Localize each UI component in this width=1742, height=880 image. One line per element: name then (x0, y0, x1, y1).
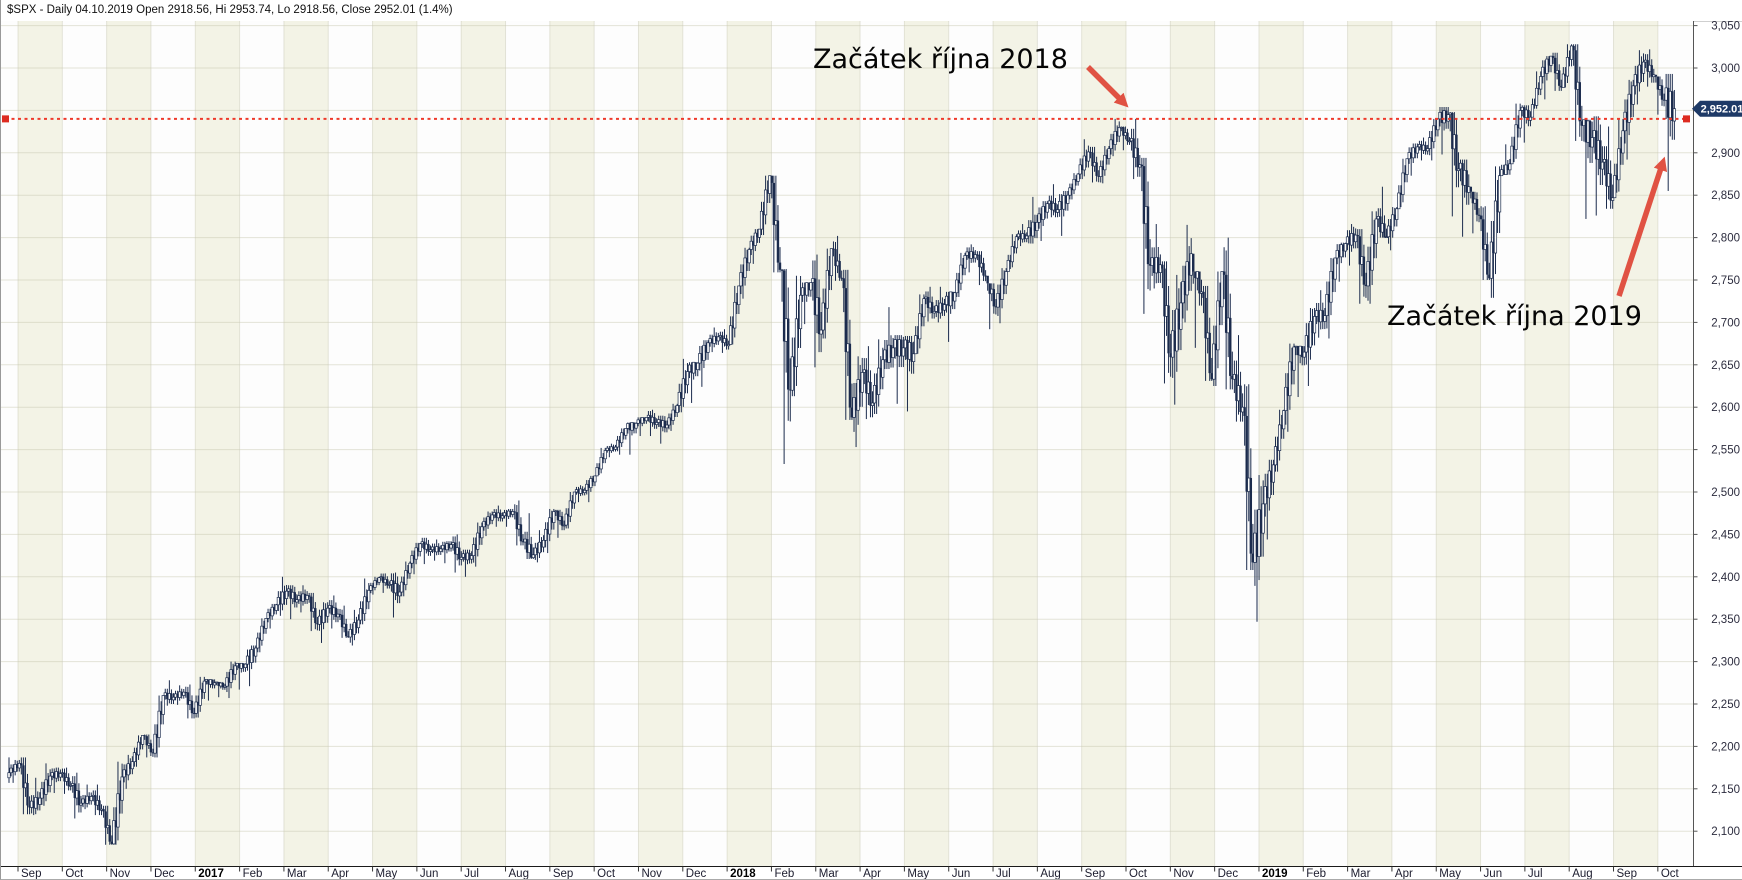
x-axis-label: Nov (1173, 868, 1194, 880)
y-axis-label: 2,400 (1711, 572, 1740, 584)
x-axis-label: 2017 (198, 868, 224, 880)
y-axis-label: 2,450 (1711, 529, 1740, 541)
x-axis-label: Sep (1085, 868, 1105, 880)
reference-line-start-marker (2, 115, 9, 123)
y-axis-label: 2,100 (1711, 826, 1740, 838)
x-axis-label: Aug (509, 868, 529, 880)
gridlines (1, 21, 1694, 866)
y-axis-label: 2,150 (1711, 784, 1740, 796)
arrow-to-oct-2018-peak (1086, 65, 1129, 108)
x-axis-label: Oct (65, 868, 84, 880)
x-axis-label: May (907, 868, 929, 880)
x-axis-labels: Sep Oct Nov Dec 2017 Feb Mar Apr May Jun Jul Aug Sep… (17, 866, 1680, 880)
x-axis-label: Feb (243, 868, 263, 880)
x-axis-label: Jul (464, 868, 479, 880)
x-axis-label: 2018 (730, 868, 756, 880)
x-axis-label: Oct (597, 868, 616, 880)
y-axis-label: 2,200 (1711, 741, 1740, 753)
annotation-oct-2019: Začátek října 2019 (1387, 301, 1642, 332)
x-axis-label: Feb (1306, 868, 1326, 880)
y-axis-label: 2,600 (1711, 402, 1740, 414)
y-axis-label: 2,550 (1711, 445, 1740, 457)
y-axis-label: 2,650 (1711, 360, 1740, 372)
y-axis-label: 2,350 (1711, 614, 1740, 626)
y-axis-label: 2,800 (1711, 233, 1740, 245)
last-price-tag: 2,952.01 (1692, 100, 1742, 117)
candlesticks (7, 44, 1676, 845)
x-axis-label: Jun (952, 868, 971, 880)
y-axis-label: 3,000 (1711, 63, 1740, 75)
background-stripes (1, 21, 1694, 867)
x-axis-label: Jun (420, 868, 439, 880)
x-axis-label: Aug (1040, 868, 1060, 880)
y-axis-label: 2,700 (1711, 317, 1740, 329)
x-axis-label: Apr (1395, 868, 1413, 880)
x-axis-label: 2019 (1262, 868, 1288, 880)
x-axis-label: Mar (1351, 868, 1371, 880)
x-axis-label: Mar (819, 868, 839, 880)
y-axis-label: 2,300 (1711, 657, 1740, 669)
x-axis-label: May (1439, 868, 1461, 880)
x-axis-label: Sep (1617, 868, 1637, 880)
x-axis-label: Sep (553, 868, 573, 880)
reference-line-end-marker (1683, 115, 1690, 123)
y-axis-label: 2,900 (1711, 148, 1740, 160)
x-axis-label: Apr (863, 868, 881, 880)
y-axis-label: 3,050 (1711, 21, 1740, 33)
x-axis-label: Dec (686, 868, 707, 880)
x-axis-label: Dec (154, 868, 175, 880)
x-axis-label: Nov (641, 868, 662, 880)
x-axis-label: Oct (1129, 868, 1148, 880)
arrow-to-oct-2019-candle (1616, 156, 1668, 297)
x-axis-label: May (376, 868, 398, 880)
annotation-oct-2018: Začátek října 2018 (813, 44, 1068, 75)
x-axis-label: Dec (1218, 868, 1239, 880)
x-axis-label: Nov (110, 868, 131, 880)
x-axis-label: Sep (21, 868, 41, 880)
x-axis-label: Aug (1572, 868, 1592, 880)
y-axis-label: 2,250 (1711, 699, 1740, 711)
y-axis-label: 2,500 (1711, 487, 1740, 499)
x-axis-label: Mar (287, 868, 307, 880)
x-axis-label: Apr (331, 868, 349, 880)
x-axis-label: Jul (996, 868, 1011, 880)
chart-title: $SPX - Daily 04.10.2019 Open 2918.56, Hi… (7, 4, 453, 16)
y-axis-labels: 3,0503,0002,9502,9002,8502,8002,7502,700… (1693, 21, 1740, 838)
x-axis-label: Oct (1661, 868, 1680, 880)
y-axis-label: 2,750 (1711, 275, 1740, 287)
x-axis-label: Jul (1528, 868, 1543, 880)
x-axis-label: Jun (1484, 868, 1503, 880)
x-axis-label: Feb (774, 868, 794, 880)
last-price-tag-text: 2,952.01 (1701, 104, 1742, 116)
y-axis-label: 2,850 (1711, 190, 1740, 202)
